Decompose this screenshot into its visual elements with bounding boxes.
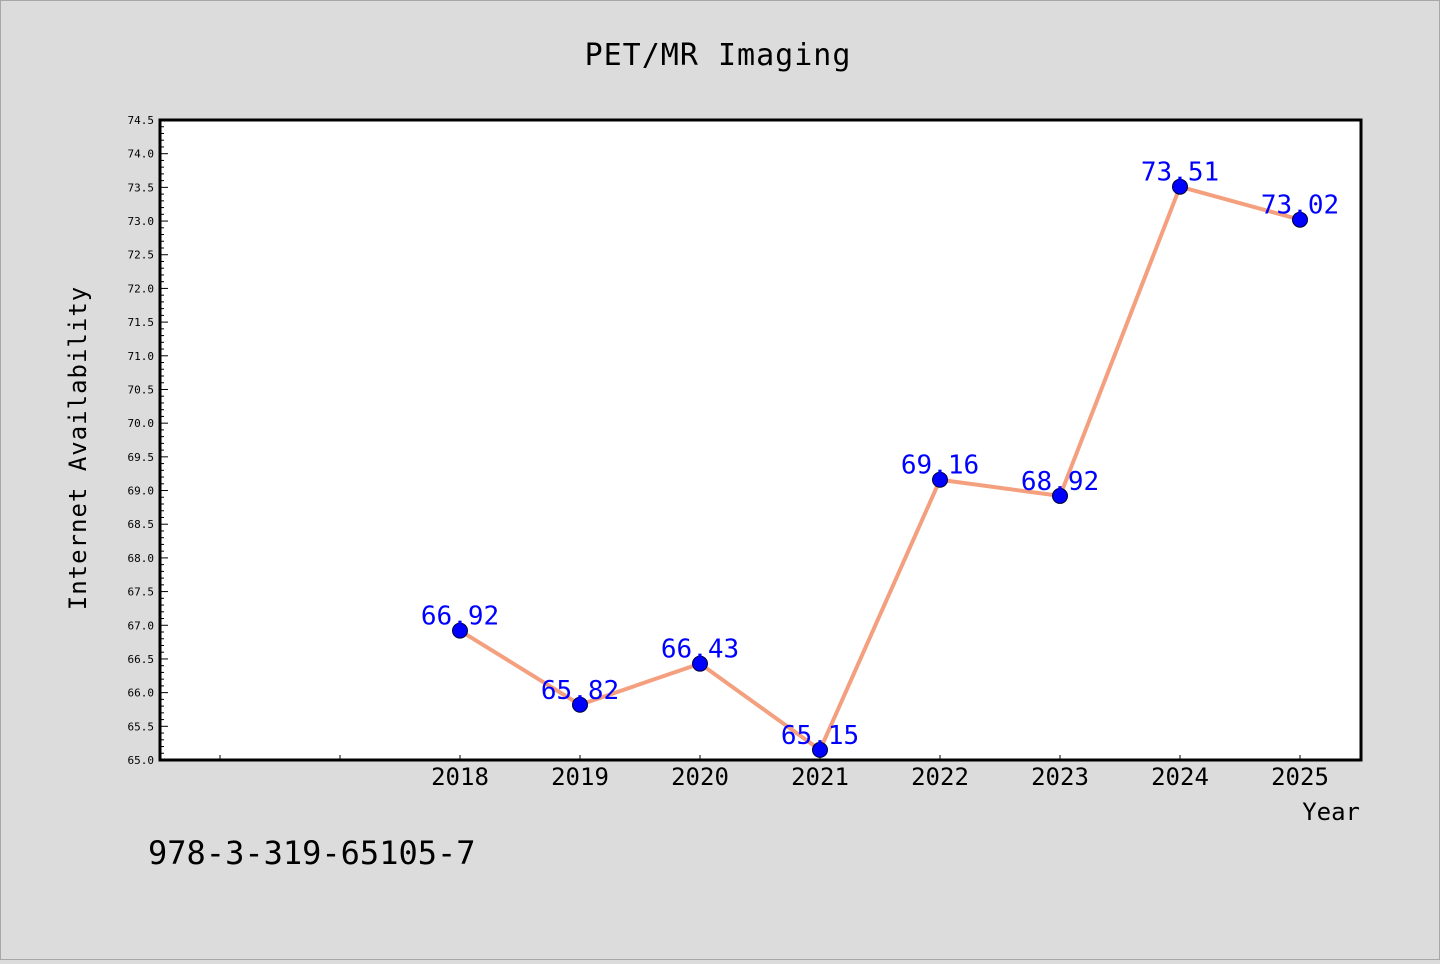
y-tick-label: 66.0	[128, 687, 155, 700]
x-tick-label: 2025	[1271, 763, 1329, 791]
x-tick-label: 2019	[551, 763, 609, 791]
data-labels-group: 66.92 65.82 66.43 65.15 69.16 68.92 73.51 73.02	[421, 158, 1339, 751]
data-point	[452, 622, 468, 639]
series-line-segment	[458, 628, 582, 707]
series-line-segment	[1178, 184, 1302, 222]
markers-group	[452, 178, 1308, 758]
y-tick-label: 74.5	[128, 114, 155, 127]
data-label: 65.82	[541, 676, 619, 706]
y-tick-label: 69.5	[128, 451, 155, 464]
data-label: 66.92	[421, 602, 499, 632]
data-label: 66.43	[661, 635, 739, 665]
annotation-text: 978-3-319-65105-7	[148, 834, 476, 872]
plot-area	[158, 118, 1363, 762]
data-point	[932, 471, 948, 488]
series-line-segment	[698, 661, 822, 752]
data-point	[812, 741, 828, 758]
data-point	[692, 655, 708, 672]
x-tick-label: 2023	[1031, 763, 1089, 791]
x-tick-label: 2022	[911, 763, 969, 791]
data-label: 73.02	[1261, 191, 1339, 221]
y-tick-label: 68.5	[128, 518, 155, 531]
data-point	[572, 696, 588, 713]
x-tick-label: 2020	[671, 763, 729, 791]
y-tick-label: 67.5	[128, 586, 155, 599]
y-tick-label: 72.5	[128, 249, 155, 262]
y-axis: 65.0 65.5 66.0 66.5 67.0 67.5 68.0 68.5 69.0 69.5…	[128, 114, 168, 767]
y-axis-label: Internet Availability	[64, 286, 92, 610]
y-tick-label: 65.0	[128, 754, 155, 767]
series-line-segment	[1058, 184, 1182, 498]
data-label: 68.92	[1021, 467, 1099, 497]
data-label: 69.16	[901, 451, 979, 481]
y-tick-label: 70.5	[128, 383, 155, 396]
y-tick-label: 71.5	[128, 316, 155, 329]
y-tick-label: 73.0	[128, 215, 155, 228]
y-tick-label: 68.0	[128, 552, 155, 565]
series-line-segment	[818, 477, 942, 752]
chart-title: PET/MR Imaging	[585, 38, 852, 73]
y-tick-label: 66.5	[128, 653, 155, 666]
x-tick-label: 2024	[1151, 763, 1209, 791]
data-label: 73.51	[1141, 158, 1219, 188]
x-tick-label: 2018	[431, 763, 489, 791]
y-tick-label: 67.0	[128, 619, 155, 632]
data-point	[1172, 178, 1188, 195]
data-point	[1292, 211, 1308, 228]
y-tick-label: 74.0	[128, 148, 155, 161]
series-line-group	[458, 184, 1302, 752]
y-tick-label: 70.0	[128, 417, 155, 430]
series-line-segment	[938, 477, 1062, 498]
series-line-segment	[578, 661, 702, 707]
data-point	[1052, 487, 1068, 504]
y-tick-label: 69.0	[128, 485, 155, 498]
y-tick-label: 73.5	[128, 181, 155, 194]
data-label: 65.15	[781, 721, 859, 751]
x-axis: 2018 2019 2020 2021 2022 2023 2024 2025	[219, 755, 1329, 791]
x-tick-label: 2021	[791, 763, 849, 791]
y-tick-label: 71.0	[128, 350, 155, 363]
y-tick-label: 65.5	[128, 720, 155, 733]
x-axis-label: Year	[1302, 798, 1360, 826]
y-tick-label: 72.0	[128, 282, 155, 295]
